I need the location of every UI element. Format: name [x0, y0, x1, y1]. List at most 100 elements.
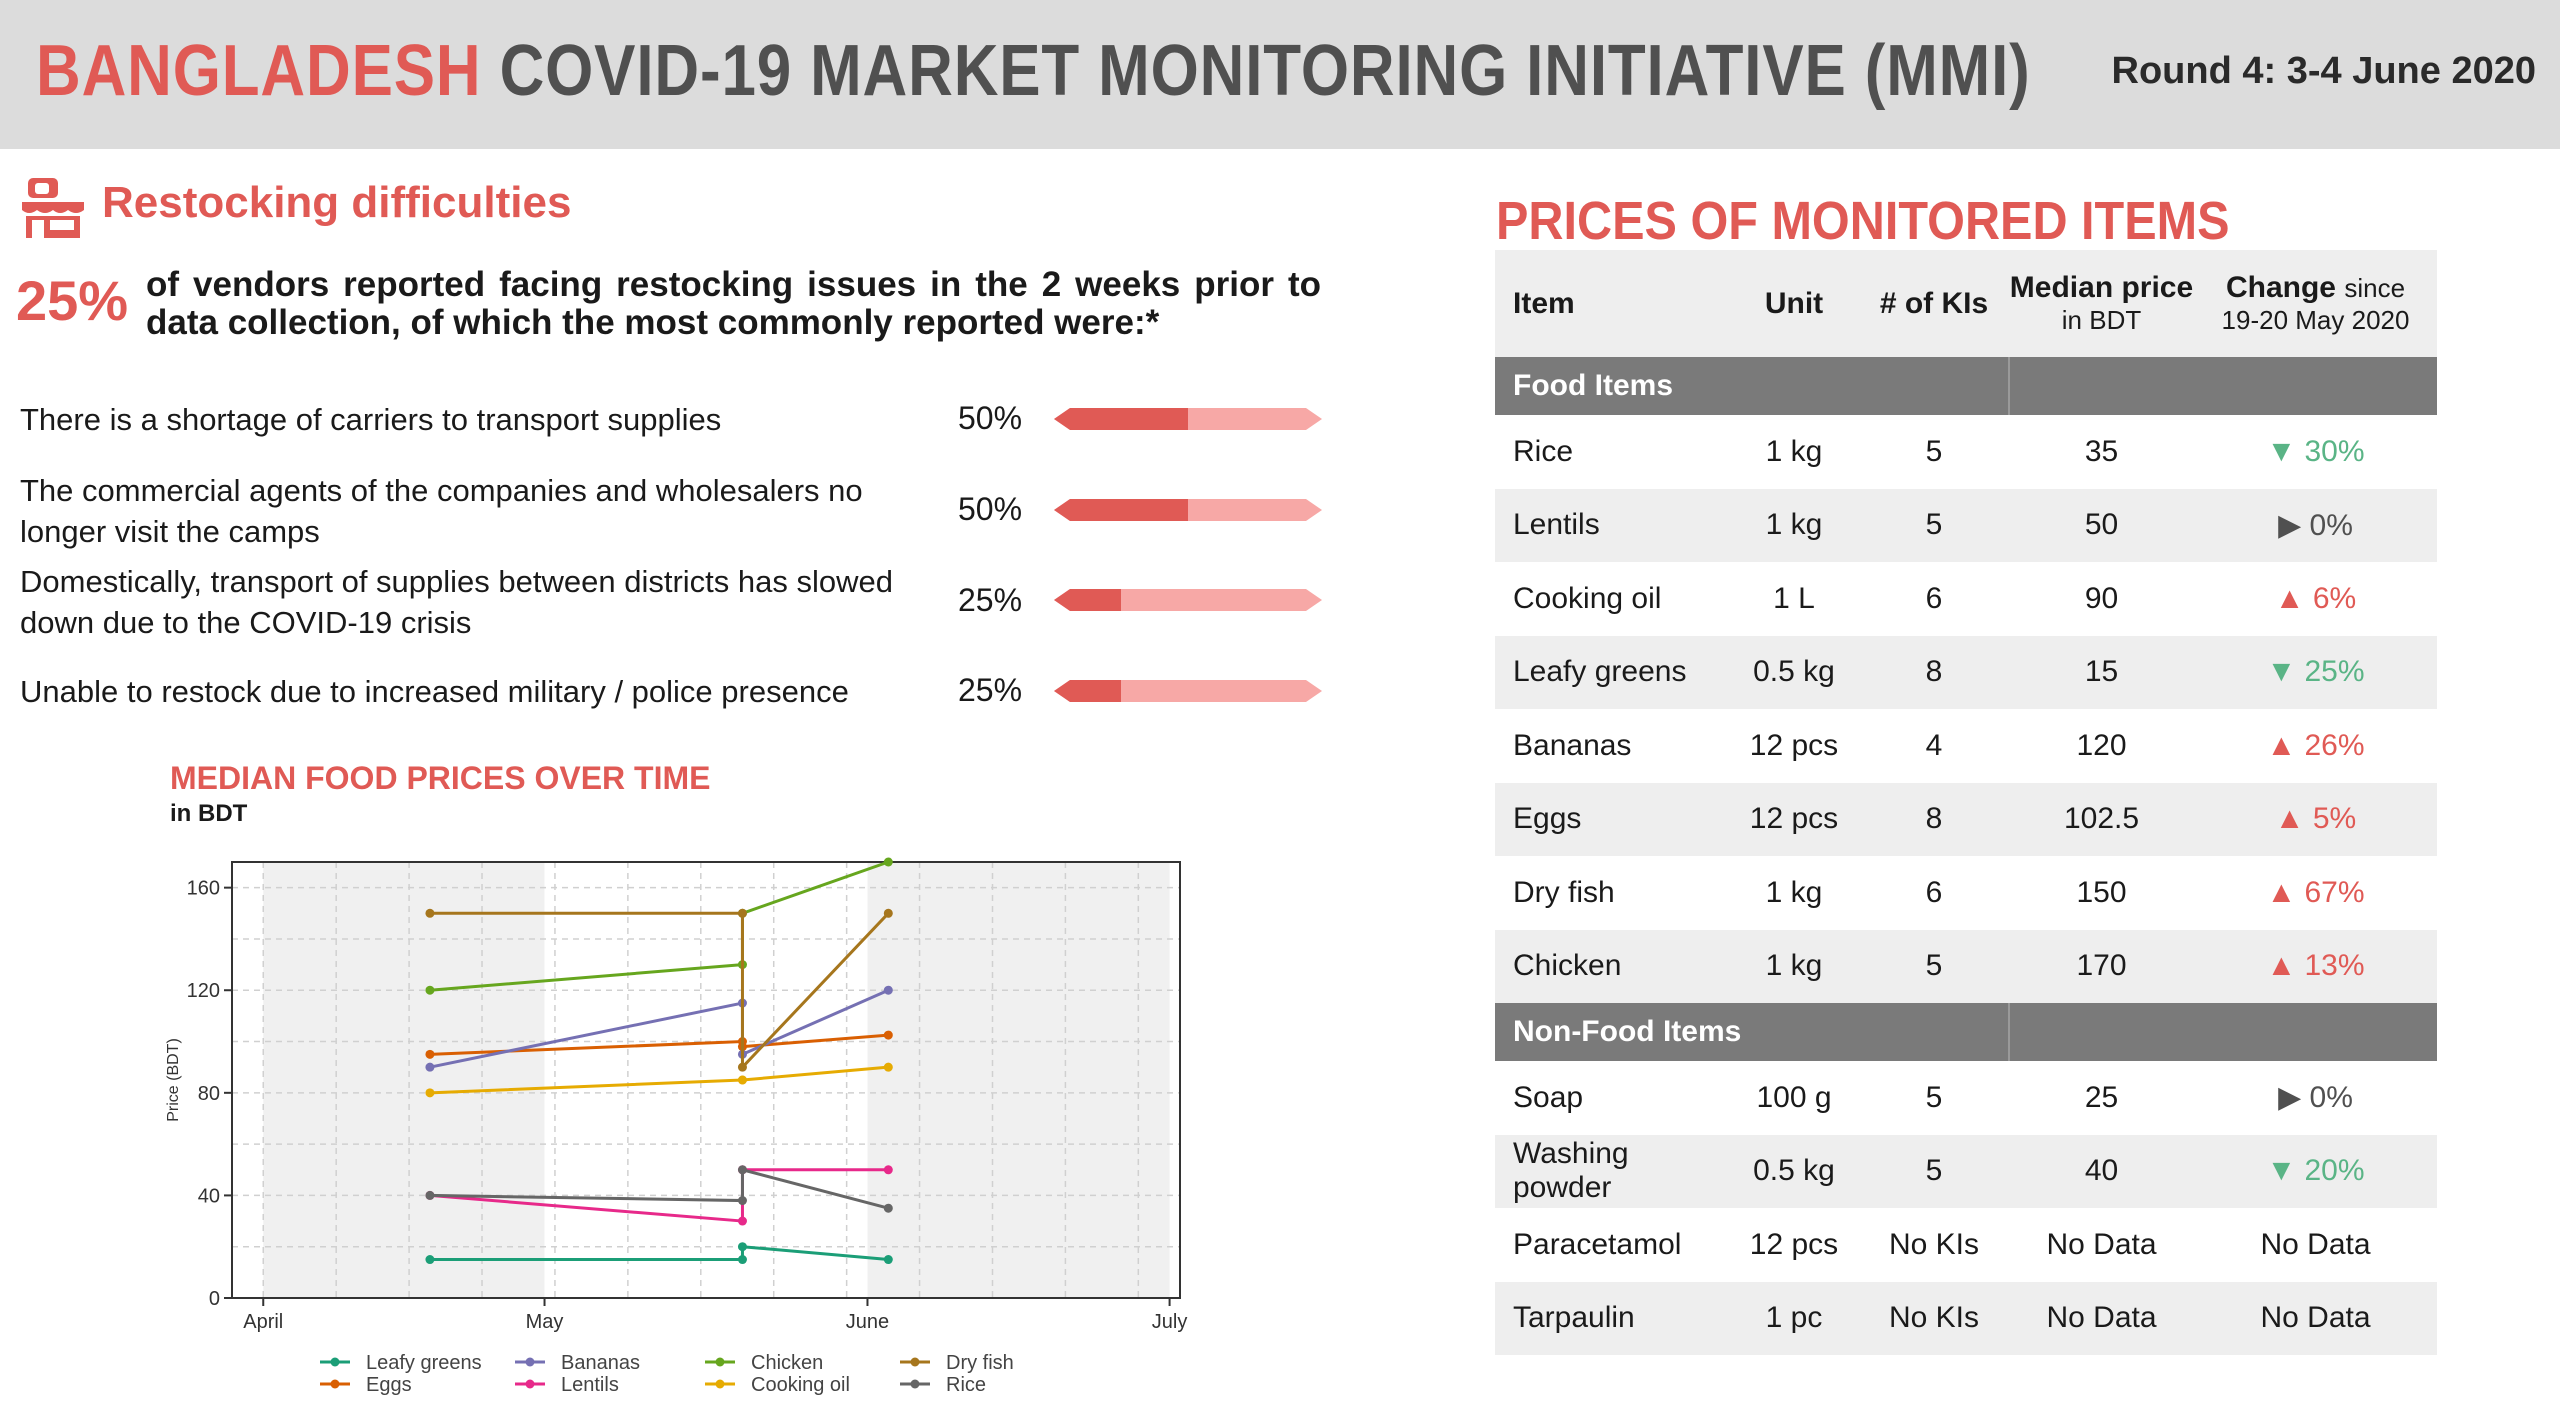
cell-median: 170	[2009, 929, 2194, 1003]
change-value: 26%	[2304, 728, 2365, 762]
cell-median: 150	[2009, 856, 2194, 930]
reason-bar-fill	[1054, 408, 1188, 430]
change-flat-icon: ▶	[2278, 1081, 2310, 1115]
round-label: Round 4: 3-4 June 2020	[2111, 50, 2536, 92]
reason-percent: 50%	[958, 491, 1023, 527]
cell-change: ▶ 0%	[2194, 1061, 2437, 1135]
x-tick-label: July	[1152, 1311, 1188, 1333]
reason-bar-fill	[1054, 499, 1188, 521]
change-value: No Data	[2260, 1301, 2371, 1335]
data-point	[737, 1062, 747, 1072]
table-row: Leafy greens 0.5 kg 8 15 ▼ 25%	[1495, 635, 2437, 709]
cell-unit: 0.5 kg	[1729, 635, 1859, 709]
data-point	[737, 1216, 747, 1226]
data-point	[425, 1190, 435, 1200]
title-rest: COVID-19 MARKET MONITORING INITIATIVE (M…	[499, 31, 2031, 111]
cell-kis: 5	[1859, 488, 2009, 562]
cell-kis: 5	[1859, 1134, 2009, 1208]
cell-kis: 8	[1859, 635, 2009, 709]
section-label: Non-Food Items	[1495, 1003, 2009, 1061]
reason-percent: 25%	[958, 582, 1023, 618]
table-row: Chicken 1 kg 5 170 ▲ 13%	[1495, 929, 2437, 1003]
chart-subtitle: in BDT	[170, 800, 248, 827]
cell-median: 40	[2009, 1134, 2194, 1208]
legend-label: Chicken	[751, 1352, 823, 1374]
cell-unit: 0.5 kg	[1729, 1134, 1859, 1208]
cell-kis: 5	[1859, 1061, 2009, 1135]
legend-swatch-dot	[330, 1379, 340, 1389]
cell-item: Dry fish	[1495, 856, 1729, 930]
prices-table-body: Food Items Rice 1 kg 5 35 ▼ 30% Lentils 1 kg 5 50…	[1495, 357, 2437, 1355]
legend-swatch-dot	[525, 1357, 535, 1367]
cell-unit: 12 pcs	[1729, 709, 1859, 783]
cell-change: ▼ 25%	[2194, 635, 2437, 709]
cell-change: ▼ 30%	[2194, 415, 2437, 489]
cell-unit: 1 kg	[1729, 488, 1859, 562]
cell-item: Tarpaulin	[1495, 1281, 1729, 1355]
cell-change: ▲ 67%	[2194, 856, 2437, 930]
cell-median: 50	[2009, 488, 2194, 562]
table-row: Eggs 12 pcs 8 102.5 ▲ 5%	[1495, 782, 2437, 856]
legend-label: Eggs	[366, 1374, 412, 1396]
cell-median: 25	[2009, 1061, 2194, 1135]
chart-title: MEDIAN FOOD PRICES OVER TIME	[170, 760, 711, 796]
data-point	[737, 1165, 747, 1175]
data-point	[425, 1049, 435, 1059]
cell-change: ▲ 13%	[2194, 929, 2437, 1003]
y-tick-label: 120	[187, 980, 220, 1002]
change-value: 25%	[2304, 655, 2365, 689]
y-axis-label: Price (BDT)	[165, 1038, 182, 1122]
cell-item: Chicken	[1495, 929, 1729, 1003]
data-point	[425, 1062, 435, 1072]
data-point	[425, 1088, 435, 1098]
legend-swatch-dot	[525, 1379, 535, 1389]
cell-change: ▲ 26%	[2194, 709, 2437, 783]
series-line	[429, 911, 890, 1071]
cell-change: ▼ 20%	[2194, 1134, 2437, 1208]
table-row: Tarpaulin 1 pc No KIs No Data No Data	[1495, 1281, 2437, 1355]
legend-label: Cooking oil	[751, 1374, 850, 1396]
change-up-icon: ▲	[2274, 581, 2313, 615]
data-point	[883, 1165, 893, 1175]
reason-bar	[1054, 499, 1322, 521]
col-header-kis: # of KIs	[1859, 250, 2009, 357]
x-tick-label: June	[846, 1311, 889, 1333]
restocking-lead: of vendors reported facing restocking is…	[146, 265, 1321, 342]
change-down-icon: ▼	[2266, 655, 2305, 689]
change-up-icon: ▲	[2266, 875, 2305, 909]
cell-item: Leafy greens	[1495, 635, 1729, 709]
cell-median: 102.5	[2009, 782, 2194, 856]
y-tick-label: 160	[187, 878, 220, 900]
data-point	[737, 1255, 747, 1265]
cell-item: Rice	[1495, 415, 1729, 489]
table-row: Soap 100 g 5 25 ▶ 0%	[1495, 1061, 2437, 1135]
prices-title: PRICES OF MONITORED ITEMS	[1496, 191, 2230, 251]
table-row: Bananas 12 pcs 4 120 ▲ 26%	[1495, 709, 2437, 783]
header-banner: BANGLADESH COVID-19 MARKET MONITORING IN…	[0, 0, 2560, 149]
section-spacer	[2008, 1003, 2437, 1061]
cell-unit: 12 pcs	[1729, 1208, 1859, 1282]
cell-median: 120	[2009, 709, 2194, 783]
data-point	[883, 1030, 893, 1040]
data-point	[737, 1242, 747, 1252]
cell-change: ▶ 0%	[2194, 488, 2437, 562]
change-value: 0%	[2309, 508, 2353, 542]
cell-kis: 8	[1859, 782, 2009, 856]
legend-label: Rice	[946, 1374, 986, 1396]
change-header-label: Change	[2225, 271, 2336, 304]
reason-text: Domestically, transport of supplies betw…	[20, 564, 893, 640]
series-line	[429, 1245, 889, 1262]
data-point	[883, 908, 893, 918]
cell-change: No Data	[2194, 1208, 2437, 1282]
legend-swatch-dot	[910, 1357, 920, 1367]
cell-kis: No KIs	[1859, 1281, 2009, 1355]
data-point	[425, 908, 435, 918]
change-down-icon: ▼	[2266, 1154, 2305, 1188]
cell-item: Cooking oil	[1495, 562, 1729, 636]
cell-unit: 100 g	[1729, 1061, 1859, 1135]
table-row: Washing powder 0.5 kg 5 40 ▼ 20%	[1495, 1134, 2437, 1208]
cell-unit: 1 kg	[1729, 929, 1859, 1003]
cell-median: No Data	[2009, 1208, 2194, 1282]
price-line-chart: 0 40 80 120 160 April May June July Price (BDT) Le…	[165, 857, 1188, 1396]
table-section-row: Non-Food Items	[1495, 1003, 2437, 1061]
